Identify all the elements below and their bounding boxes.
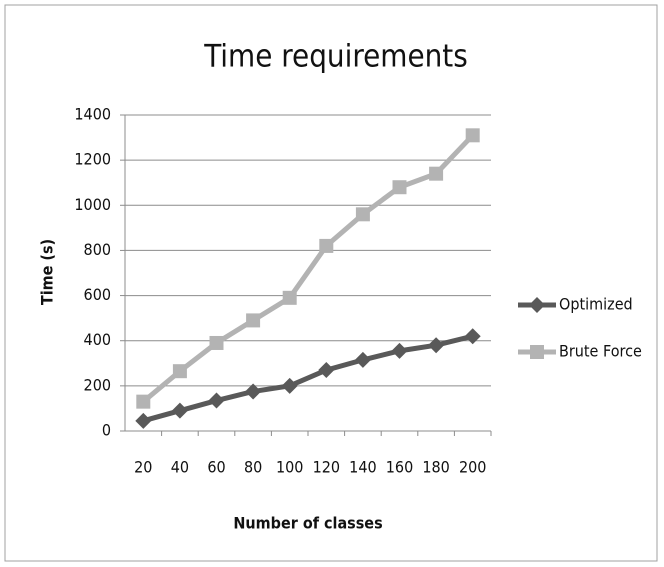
marker: [245, 383, 262, 400]
legend-label: Brute Force: [559, 342, 642, 361]
marker: [208, 392, 225, 409]
x-tick-label: 20: [134, 458, 152, 477]
marker: [319, 238, 334, 253]
x-tick-label: 120: [313, 458, 340, 477]
chart-frame: [4, 4, 658, 562]
marker: [464, 328, 481, 345]
marker: [428, 337, 445, 354]
marker: [281, 377, 298, 394]
y-tick-label: 200: [84, 375, 111, 394]
series-line: [142, 333, 474, 424]
marker: [318, 362, 335, 379]
x-tick-label: 100: [276, 458, 303, 477]
series-line: [141, 133, 475, 404]
x-tick-label: 40: [171, 458, 189, 477]
x-tick-label: 60: [207, 458, 225, 477]
x-tick-label: 140: [349, 458, 376, 477]
marker: [282, 290, 297, 305]
x-tick-label: 180: [422, 458, 449, 477]
y-tick-label: 1200: [74, 150, 111, 169]
y-tick-label: 600: [84, 285, 111, 304]
legend-marker: [529, 297, 545, 313]
y-tick-label: 400: [84, 330, 111, 349]
y-tick-label: 1400: [74, 105, 111, 124]
x-tick-label: 80: [244, 458, 262, 477]
y-axis-title: Time (s): [38, 239, 57, 305]
marker: [354, 351, 371, 368]
marker: [392, 180, 407, 195]
marker: [172, 364, 187, 379]
marker: [429, 166, 444, 181]
marker: [355, 207, 370, 222]
y-tick-label: 0: [102, 421, 111, 440]
marker: [465, 128, 480, 143]
legend-marker: [530, 345, 544, 359]
y-tick-label: 800: [84, 240, 111, 259]
x-tick-label: 200: [459, 458, 486, 477]
marker: [136, 394, 151, 409]
chart-title: Time requirements: [203, 39, 468, 75]
marker: [246, 313, 261, 328]
marker: [135, 412, 152, 429]
x-axis-title: Number of classes: [233, 514, 382, 533]
marker: [171, 402, 188, 419]
marker: [209, 335, 224, 350]
y-tick-label: 1000: [74, 195, 111, 214]
legend-label: Optimized: [559, 295, 633, 314]
marker: [391, 342, 408, 359]
x-tick-label: 160: [386, 458, 413, 477]
